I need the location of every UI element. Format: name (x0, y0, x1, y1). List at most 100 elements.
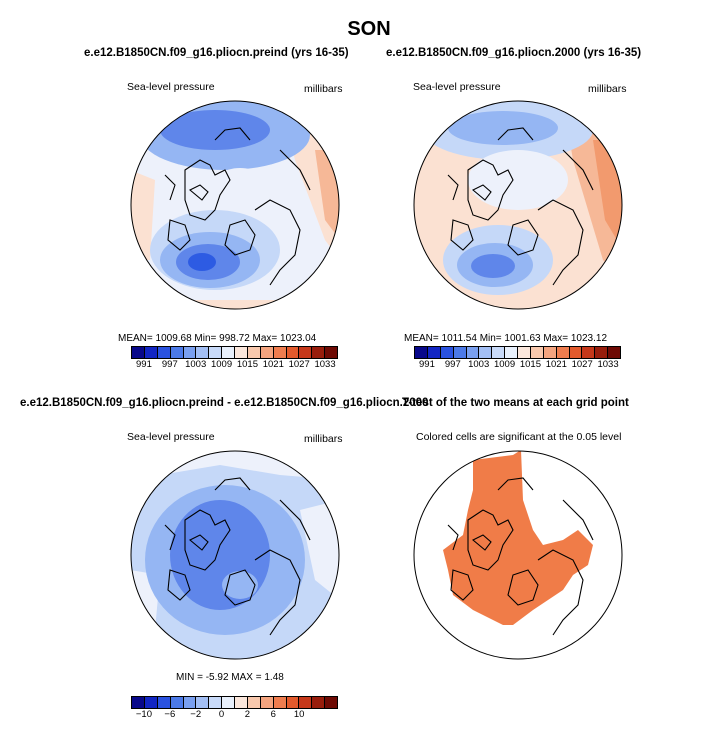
polar-map-difference (130, 450, 340, 660)
colorbar-swatch (170, 347, 184, 358)
colorbar-tick-label: 1003 (185, 359, 207, 370)
colorbar-tick-label: 1033 (314, 359, 336, 370)
colorbar-swatch (325, 347, 337, 358)
colorbar-swatch (415, 347, 428, 358)
colorbar-swatch (235, 697, 248, 708)
colorbar-swatch (505, 347, 518, 358)
colorbar-swatch (543, 347, 557, 358)
significant-region (443, 451, 593, 625)
low-region-south-deep (188, 253, 216, 271)
colorbar-swatch (492, 347, 506, 358)
colorbar-swatch (312, 347, 326, 358)
polar-map-preind (130, 100, 340, 310)
variable-label-difference: Sea-level pressure (127, 431, 215, 443)
colorbar-swatch (608, 347, 620, 358)
colorbar-swatch (286, 347, 300, 358)
colorbar-swatch (247, 347, 261, 358)
colorbar-tick-label: 1033 (597, 359, 619, 370)
colorbar-swatch (273, 697, 287, 708)
colorbar-tick-label: 1003 (468, 359, 490, 370)
colorbar-swatch (144, 347, 158, 358)
colorbar-swatch (183, 347, 197, 358)
colorbar-swatches (414, 346, 621, 359)
polar-map-2000 (413, 100, 623, 310)
colorbar-swatch (286, 697, 300, 708)
coastlines (447, 127, 594, 286)
colorbar-ticks: 991 997 1003 1009 1015 1021 1027 1033 (414, 359, 621, 371)
variable-label-2000: Sea-level pressure (413, 81, 501, 93)
colorbar-tick-label: 991 (136, 359, 152, 370)
colorbar-swatch (325, 697, 337, 708)
stats-preind: MEAN= 1009.68 Min= 998.72 Max= 1023.04 (118, 333, 317, 344)
colorbar-tick-label: 1021 (262, 359, 284, 370)
units-label-2000: millibars (588, 83, 627, 95)
warm-region-corner (310, 451, 339, 480)
units-label-preind: millibars (304, 83, 343, 95)
significance-label: Colored cells are significant at the 0.0… (416, 431, 622, 443)
colorbar-swatches (131, 696, 338, 709)
colorbar-swatch (530, 347, 544, 358)
coastlines (164, 127, 311, 286)
colorbar-tick-label: −2 (190, 709, 202, 720)
colorbar-ticks: 991 997 1003 1009 1015 1021 1027 1033 (131, 359, 338, 371)
colorbar-swatch (479, 347, 493, 358)
colorbar-swatch (427, 347, 441, 358)
colorbar-swatch (299, 697, 313, 708)
colorbar-tick-label: −10 (135, 709, 152, 720)
variable-label-preind: Sea-level pressure (127, 81, 215, 93)
colorbar-2000: 991 997 1003 1009 1015 1021 1027 1033 (414, 346, 621, 371)
colorbar-swatch (466, 347, 480, 358)
colorbar-swatch (183, 697, 197, 708)
colorbar-ticks: −10 −6 −2 0 2 6 10 (131, 709, 338, 721)
colorbar-swatch (196, 697, 210, 708)
colorbar-tick-label: 1021 (545, 359, 567, 370)
colorbar-swatch (132, 347, 145, 358)
colorbar-tick-label: 1009 (493, 359, 516, 370)
colorbar-difference: −10 −6 −2 0 2 6 10 (131, 696, 338, 721)
colorbar-tick-label: 991 (419, 359, 435, 370)
panel-title-difference: e.e12.B1850CN.f09_g16.pliocn.preind - e.… (20, 397, 429, 409)
colorbar-tick-label: 1027 (571, 359, 593, 370)
neutral-spot (222, 571, 258, 599)
coastlines (164, 477, 311, 636)
colorbar-swatch (595, 347, 609, 358)
colorbar-swatch (235, 347, 248, 358)
colorbar-swatch (209, 697, 223, 708)
colorbar-swatch (312, 697, 326, 708)
colorbar-swatch (440, 347, 454, 358)
colorbar-swatch (556, 347, 570, 358)
colorbar-tick-label: 1009 (210, 359, 233, 370)
colorbar-tick-label: 6 (270, 709, 276, 720)
colorbar-swatch (260, 347, 274, 358)
colorbar-swatch (170, 697, 184, 708)
colorbar-swatch (157, 697, 171, 708)
low-region-north-core (160, 110, 270, 150)
colorbar-swatch (132, 697, 145, 708)
colorbar-swatch (299, 347, 313, 358)
colorbar-swatch (222, 347, 235, 358)
neutral-center (210, 168, 270, 212)
colorbar-swatch (196, 347, 210, 358)
units-label-difference: millibars (304, 433, 343, 445)
colorbar-swatches (131, 346, 338, 359)
colorbar-swatch (144, 697, 158, 708)
panel-title-preind: e.e12.B1850CN.f09_g16.pliocn.preind (yrs… (84, 47, 349, 59)
colorbar-swatch (453, 347, 467, 358)
colorbar-swatch (247, 697, 261, 708)
colorbar-swatch (582, 347, 596, 358)
colorbar-swatch (222, 697, 235, 708)
neutral-region-east (300, 500, 339, 600)
coastlines (447, 477, 594, 636)
colorbar-swatch (157, 347, 171, 358)
colorbar-tick-label: 2 (244, 709, 251, 720)
panel-title-ttest: T-test of the two means at each grid poi… (402, 397, 629, 409)
colorbar-swatch (518, 347, 531, 358)
colorbar-tick-label: 0 (218, 709, 225, 720)
stats-2000: MEAN= 1011.54 Min= 1001.63 Max= 1023.12 (404, 333, 608, 344)
colorbar-tick-label: 1027 (288, 359, 310, 370)
colorbar-tick-label: 10 (293, 709, 305, 720)
colorbar-preind: 991 997 1003 1009 1015 1021 1027 1033 (131, 346, 338, 371)
colorbar-swatch (273, 347, 287, 358)
low-region-core (170, 500, 270, 610)
main-title: SON (347, 18, 391, 40)
